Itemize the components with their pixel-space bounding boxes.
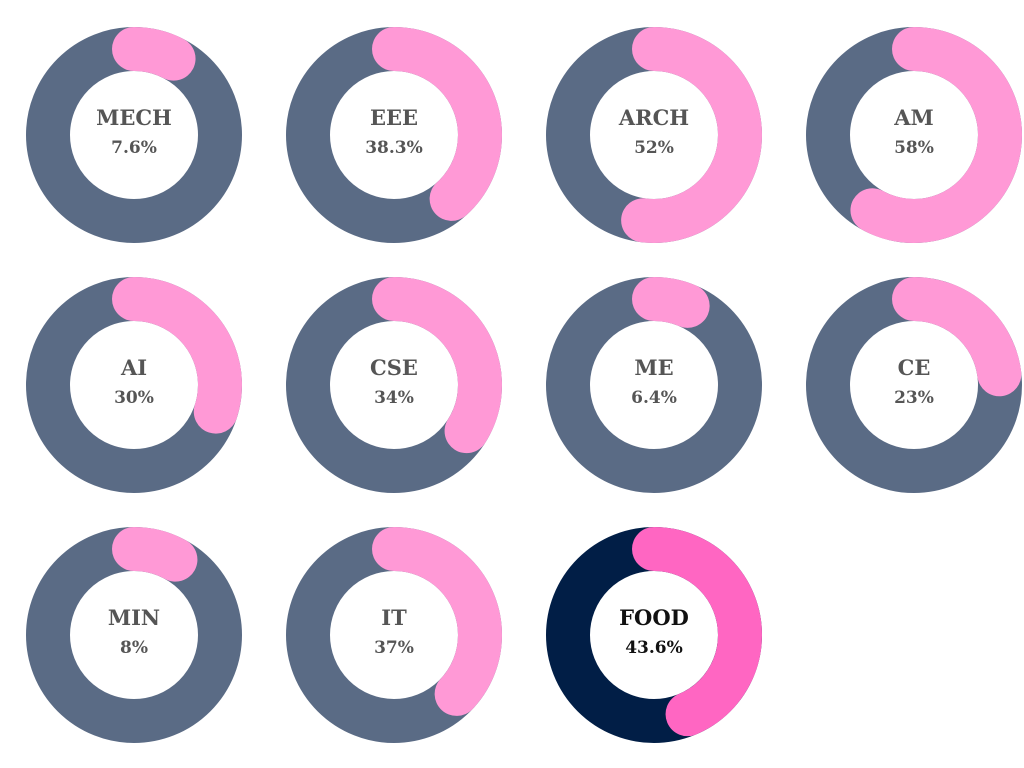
donut-mech: MECH 7.6%	[24, 25, 244, 245]
donut-svg-eee	[286, 27, 502, 243]
donut-am: AM 58%	[804, 25, 1024, 245]
donut-value-arch: 52%	[634, 138, 674, 158]
donut-food: FOOD 43.6%	[544, 525, 764, 745]
donut-track-me	[546, 277, 762, 493]
donut-svg-it	[286, 527, 502, 743]
donut-arc-min	[26, 527, 242, 743]
donut-arc-arch	[546, 27, 762, 243]
donut-svg-me	[546, 277, 762, 493]
donut-svg-min	[26, 527, 242, 743]
donut-track-min	[26, 527, 242, 743]
donut-svg-ai	[26, 277, 242, 493]
donut-value-eee: 38.3%	[365, 138, 423, 158]
donut-arc-ai	[26, 277, 242, 493]
donut-svg-food	[546, 527, 762, 743]
donut-svg-mech	[26, 27, 242, 243]
donut-svg-cse	[286, 277, 502, 493]
donut-min: MIN 8%	[24, 525, 244, 745]
donut-label-am: AM	[894, 105, 934, 130]
donut-ce: CE 23%	[804, 275, 1024, 495]
donut-value-ce: 23%	[894, 388, 934, 408]
donut-arc-it	[286, 527, 502, 743]
donut-label-mech: MECH	[96, 105, 172, 130]
donut-label-food: FOOD	[619, 605, 689, 630]
donut-value-min: 8%	[120, 638, 148, 658]
donut-value-am: 58%	[894, 138, 934, 158]
donut-arc-cse	[286, 277, 502, 493]
donut-value-mech: 7.6%	[111, 138, 157, 158]
donut-label-me: ME	[634, 355, 674, 380]
donut-cse: CSE 34%	[284, 275, 504, 495]
donut-label-cse: CSE	[370, 355, 418, 380]
donut-eee: EEE 38.3%	[284, 25, 504, 245]
donut-label-eee: EEE	[369, 105, 419, 130]
donut-value-me: 6.4%	[631, 388, 677, 408]
donut-it: IT 37%	[284, 525, 504, 745]
donut-label-min: MIN	[107, 605, 161, 630]
donut-svg-ce	[806, 277, 1022, 493]
donut-value-food: 43.6%	[625, 638, 683, 658]
donut-me: ME 6.4%	[544, 275, 764, 495]
donut-value-it: 37%	[374, 638, 414, 658]
donut-arc-am	[806, 27, 1022, 243]
donut-arc-eee	[286, 27, 502, 243]
donut-svg-arch	[546, 27, 762, 243]
donut-label-arch: ARCH	[618, 105, 690, 130]
donut-arc-food	[546, 527, 762, 743]
donut-ai: AI 30%	[24, 275, 244, 495]
donut-value-cse: 34%	[374, 388, 414, 408]
donut-arc-me	[546, 277, 762, 493]
donut-label-ai: AI	[120, 355, 148, 380]
donut-track-mech	[26, 27, 242, 243]
donut-arc-ce	[806, 277, 1022, 493]
donut-arch: ARCH 52%	[544, 25, 764, 245]
donut-label-ce: CE	[897, 355, 931, 380]
donut-label-it: IT	[381, 605, 407, 630]
donut-arc-mech	[26, 27, 242, 243]
donut-svg-am	[806, 27, 1022, 243]
donut-value-ai: 30%	[114, 388, 154, 408]
